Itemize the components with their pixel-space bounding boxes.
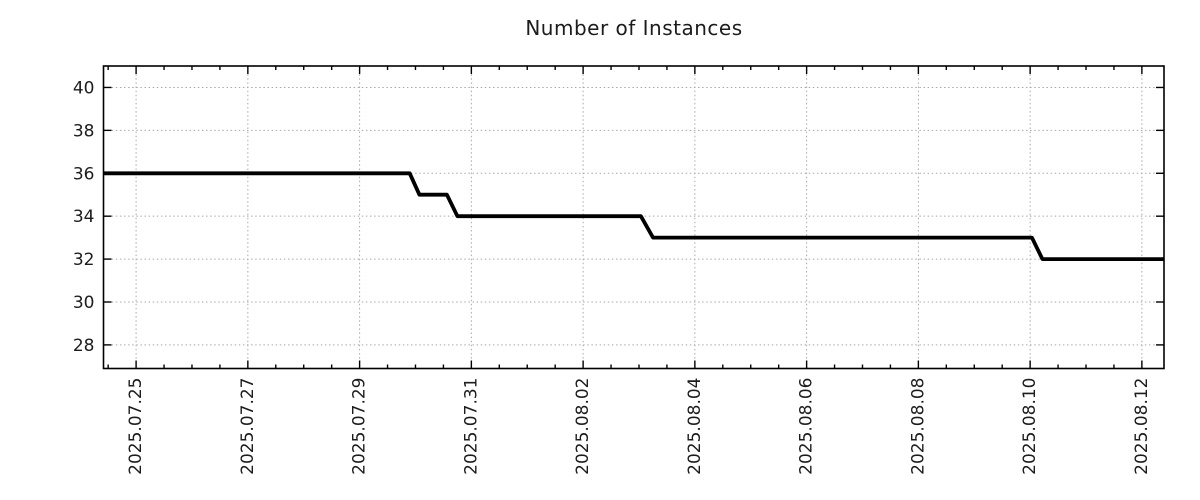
x-tick-label: 2025.08.04 [685,378,705,475]
x-tick-label: 2025.08.08 [908,378,928,475]
x-tick-label: 2025.07.31 [461,378,481,475]
x-tick-label: 2025.07.25 [126,378,146,475]
chart-title: Number of Instances [525,16,743,40]
y-tick-label: 38 [73,121,95,141]
y-tick-label: 32 [73,250,95,270]
y-tick-label: 36 [73,164,95,184]
y-tick-label: 30 [73,293,95,313]
y-tick-label: 28 [73,336,95,356]
data-line [103,171,1164,262]
x-tick-label: 2025.08.02 [573,378,593,475]
x-tick-label: 2025.07.29 [350,378,370,475]
x-tick-label: 2025.08.06 [797,378,817,475]
x-tick-label: 2025.08.10 [1020,378,1040,475]
plot-border [102,65,1165,370]
x-tick-label: 2025.07.27 [238,378,258,475]
x-tick-label: 2025.08.12 [1132,378,1152,475]
y-tick-label: 34 [73,207,95,227]
y-tick-label: 40 [73,78,95,98]
